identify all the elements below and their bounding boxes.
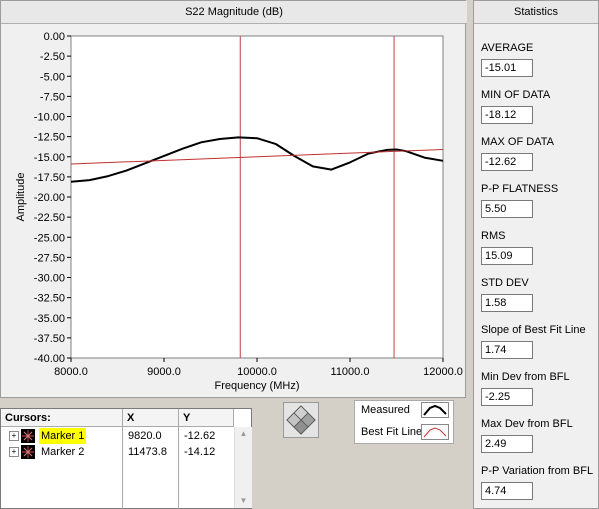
column-divider [178, 409, 179, 509]
stat-label: AVERAGE [481, 42, 534, 54]
crosshair-marker-icon[interactable] [21, 445, 35, 459]
scroll-up-arrow-icon[interactable]: ▲ [239, 429, 248, 438]
stat-label: RMS [481, 230, 506, 242]
best-fit-line-swatch-icon[interactable] [421, 424, 449, 440]
x-tick-label: 8000.0 [54, 366, 88, 378]
cursor-name[interactable]: Marker 2 [41, 446, 85, 458]
statistics-title: Statistics [474, 1, 598, 24]
cursor-y-value: -12.62 [184, 430, 216, 442]
x-tick-label: 12000.0 [423, 366, 463, 378]
y-tick-label: -20.00 [34, 192, 65, 204]
cursors-column-header: Cursors: [1, 409, 123, 427]
expand-plus-icon[interactable]: + [9, 447, 19, 457]
legend-label: Best Fit Line [361, 426, 423, 438]
y-tick-label: -2.50 [40, 51, 65, 63]
y-column-header: Y [179, 409, 234, 427]
stat-value-field[interactable]: 1.58 [481, 294, 533, 312]
column-divider [122, 409, 123, 509]
y-tick-label: -40.00 [34, 353, 65, 365]
y-tick-label: -37.50 [34, 333, 65, 345]
expand-plus-icon[interactable]: + [9, 431, 19, 441]
stat-label: Max Dev from BFL [481, 418, 573, 430]
stat-label: MIN OF DATA [481, 89, 551, 101]
stat-label: Slope of Best Fit Line [481, 324, 586, 336]
x-tick-label: 10000.0 [237, 366, 277, 378]
measured-series-line [70, 136, 444, 183]
y-tick-label: -35.00 [34, 313, 65, 325]
graph-panel: S22 Magnitude (dB) 0.00 -2.50 -5.00 -7.50 -1… [0, 0, 467, 398]
stat-value-field[interactable]: 4.74 [481, 482, 533, 500]
y-tick-label: -5.00 [40, 71, 65, 83]
y-tick-label: -30.00 [34, 273, 65, 285]
x-column-header: X [123, 409, 179, 427]
y-tick-label: -15.00 [34, 152, 65, 164]
y-tick-label: -7.50 [40, 91, 65, 103]
plot-area [70, 35, 444, 359]
cursor-name[interactable]: Marker 1 [39, 428, 87, 444]
y-tick-label: -12.50 [34, 132, 65, 144]
legend-item-best-fit-line[interactable]: Best Fit Line [355, 423, 455, 443]
measured-line-swatch-icon[interactable] [421, 402, 449, 418]
pan-diamond-icon [283, 402, 319, 438]
x-axis-label: Frequency (MHz) [215, 380, 300, 392]
stat-value-field[interactable]: -18.12 [481, 106, 533, 124]
scroll-down-arrow-icon[interactable]: ▼ [239, 496, 248, 505]
s22-magnitude-chart[interactable]: 0.00 -2.50 -5.00 -7.50 -10.00 -12.50 -15.00 -17… [1, 23, 467, 397]
plot-legend: Measured Best Fit Line [354, 400, 454, 444]
y-axis-label: Amplitude [15, 173, 27, 222]
stat-value-field[interactable]: -15.01 [481, 59, 533, 77]
cursor-x-value: 9820.0 [128, 430, 162, 442]
y-tick-label: -27.50 [34, 252, 65, 264]
stat-value-field[interactable]: 1.74 [481, 341, 533, 359]
y-tick-label: -17.50 [34, 172, 65, 184]
statistics-panel: Statistics AVERAGE -15.01 MIN OF DATA -18.1… [473, 0, 599, 509]
y-tick-label: -22.50 [34, 212, 65, 224]
graph-pan-navigation-button[interactable] [283, 402, 319, 438]
legend-label: Measured [361, 404, 410, 416]
stat-label: STD DEV [481, 277, 529, 289]
stat-label: MAX OF DATA [481, 136, 554, 148]
y-tick-label: -32.50 [34, 293, 65, 305]
x-tick-label: 11000.0 [331, 366, 370, 378]
y-tick-label: 0.00 [44, 31, 65, 43]
stat-value-field[interactable]: -12.62 [481, 153, 533, 171]
cursor-list-scrollbar[interactable]: ▲ ▼ [234, 427, 252, 508]
x-tick-label: 9000.0 [147, 366, 181, 378]
cursor-row-marker-1[interactable]: + Marker 1 9820.0 -12.62 [1, 428, 233, 444]
best-fit-series-line [70, 149, 444, 165]
stat-label: P-P FLATNESS [481, 183, 559, 195]
graph-title: S22 Magnitude (dB) [1, 1, 467, 24]
stat-value-field[interactable]: -2.25 [481, 388, 533, 406]
crosshair-marker-icon[interactable] [21, 429, 35, 443]
stat-value-field[interactable]: 15.09 [481, 247, 533, 265]
cursor-x-value: 11473.8 [128, 446, 167, 458]
legend-item-measured[interactable]: Measured [355, 401, 455, 421]
stat-value-field[interactable]: 5.50 [481, 200, 533, 218]
y-tick-label: -10.00 [34, 112, 65, 124]
y-tick-label: -25.00 [34, 232, 65, 244]
stat-label: P-P Variation from BFL [481, 465, 594, 477]
stat-value-field[interactable]: 2.49 [481, 435, 533, 453]
stat-label: Min Dev from BFL [481, 371, 570, 383]
cursor-row-marker-2[interactable]: + Marker 2 11473.8 -14.12 [1, 444, 233, 460]
cursor-list[interactable]: Cursors: X Y + Marker 1 9820.0 -12.62 + … [0, 408, 252, 509]
cursor-y-value: -14.12 [184, 446, 216, 458]
